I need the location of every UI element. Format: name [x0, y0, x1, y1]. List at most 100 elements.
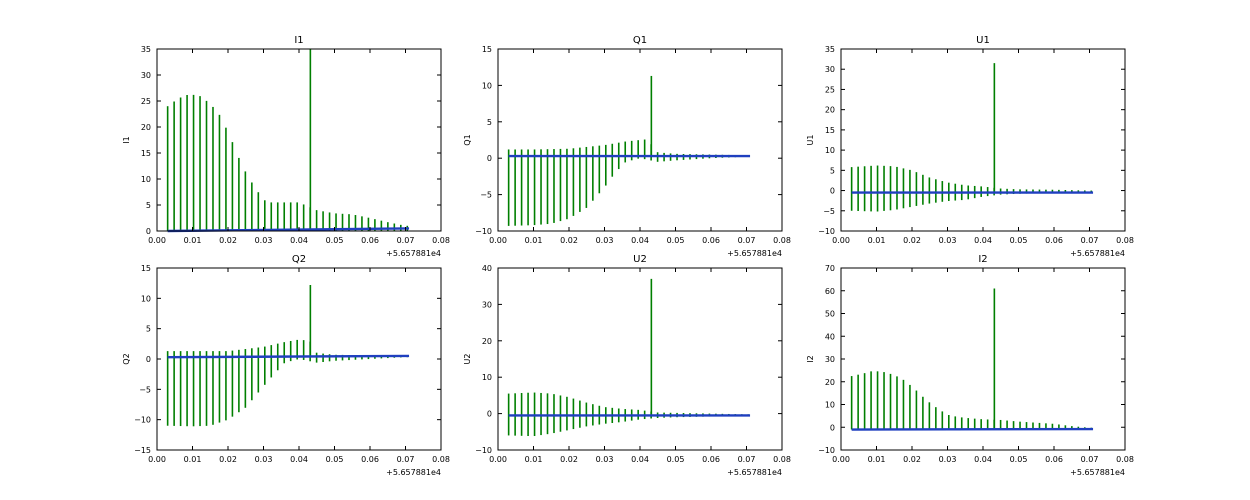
x-tick-label: 0.07	[1081, 236, 1099, 245]
x-tick-label: 0.01	[184, 455, 202, 464]
y-tick-label: 40	[825, 332, 835, 341]
x-tick-label: 0.02	[219, 236, 237, 245]
y-tick-label: 70	[825, 264, 835, 273]
subplot-i1: 0.00 0.01 0.02 0.03 0.04 0.05 0.06 0.07 0.08 0 5 10…	[122, 35, 450, 258]
y-tick-label: 20	[141, 123, 151, 132]
y-tick-label: −10	[818, 227, 835, 236]
y-tick-label: 30	[825, 65, 835, 74]
data-series-spikes	[166, 94, 409, 231]
x-tick-label: 0.06	[1045, 455, 1063, 464]
x-tick-label: 0.08	[773, 236, 791, 245]
x-tick-label: 0.02	[560, 455, 578, 464]
y-tick-label: −10	[134, 416, 151, 425]
data-series-baseline	[167, 354, 410, 359]
x-tick-label: 0.07	[1081, 455, 1099, 464]
subplot-u2: 0.00 0.01 0.02 0.03 0.04 0.05 0.06 0.07 0.08 −10 0…	[463, 254, 791, 477]
y-tick-label: 25	[141, 97, 151, 106]
x-offset-label: +5.657881e4	[1070, 249, 1125, 258]
y-tick-label: −5	[480, 191, 492, 200]
y-tick-label: 0	[146, 355, 151, 364]
x-tick-label: 0.04	[974, 455, 992, 464]
x-offset-label: +5.657881e4	[727, 249, 782, 258]
x-tick-label: 0.00	[489, 455, 507, 464]
x-tick-label: 0.01	[525, 236, 543, 245]
x-tick-label: 0.02	[903, 236, 921, 245]
subplot-title: Q2	[292, 254, 306, 265]
y-tick-label: 0	[830, 187, 835, 196]
y-tick-label: 35	[825, 45, 835, 54]
x-tick-label: 0.04	[631, 236, 649, 245]
x-tick-label: 0.08	[432, 236, 450, 245]
x-tick-label: 0.05	[326, 455, 344, 464]
x-offset-label: +5.657881e4	[386, 249, 441, 258]
x-tick-label: 0.02	[903, 455, 921, 464]
x-tick-label: 0.06	[702, 455, 720, 464]
x-tick-label: 0.06	[702, 236, 720, 245]
x-tick-label: 0.05	[326, 236, 344, 245]
y-tick-label: 15	[825, 126, 835, 135]
y-tick-label: 15	[141, 264, 151, 273]
y-tick-label: 10	[141, 294, 151, 303]
x-tick-label: 0.00	[832, 455, 850, 464]
x-tick-label: 0.04	[290, 236, 308, 245]
x-offset-label: +5.657881e4	[386, 468, 441, 477]
y-tick-label: 30	[141, 71, 151, 80]
x-tick-label: 0.07	[738, 236, 756, 245]
y-tick-label: 30	[825, 355, 835, 364]
x-tick-label: 0.03	[255, 236, 273, 245]
y-tick-label: 15	[482, 45, 492, 54]
x-tick-label: 0.00	[148, 455, 166, 464]
x-tick-label: 0.07	[738, 455, 756, 464]
subplot-title: I2	[978, 254, 987, 265]
data-series-spikes	[850, 165, 1093, 212]
y-tick-label: 0	[146, 227, 151, 236]
y-tick-label: 10	[482, 373, 492, 382]
data-series-spikes	[166, 339, 409, 427]
x-tick-label: 0.07	[397, 236, 415, 245]
x-tick-label: 0.08	[432, 455, 450, 464]
x-tick-label: 0.08	[1116, 455, 1134, 464]
x-tick-label: 0.08	[1116, 236, 1134, 245]
x-tick-label: 0.05	[1010, 455, 1028, 464]
y-tick-label: 10	[825, 146, 835, 155]
x-tick-label: 0.06	[1045, 236, 1063, 245]
y-tick-label: 5	[830, 166, 835, 175]
x-tick-label: 0.03	[596, 236, 614, 245]
x-tick-label: 0.03	[255, 455, 273, 464]
y-tick-label: 35	[141, 45, 151, 54]
x-tick-label: 0.01	[868, 455, 886, 464]
x-tick-label: 0.03	[939, 236, 957, 245]
y-tick-label: −5	[823, 207, 835, 216]
y-axis-label: I2	[806, 355, 815, 362]
subplot-title: Q1	[633, 35, 647, 46]
x-tick-label: 0.00	[148, 236, 166, 245]
y-tick-label: 60	[825, 287, 835, 296]
y-axis-label: Q2	[122, 353, 131, 364]
x-tick-label: 0.04	[290, 455, 308, 464]
y-tick-label: −5	[139, 385, 151, 394]
y-tick-label: 30	[482, 300, 492, 309]
y-tick-label: 5	[146, 325, 151, 334]
x-tick-label: 0.03	[939, 455, 957, 464]
data-series-spikes	[507, 139, 750, 226]
x-tick-label: 0.01	[868, 236, 886, 245]
x-tick-label: 0.00	[832, 236, 850, 245]
data-series-spikes	[850, 371, 1093, 430]
x-offset-label: +5.657881e4	[727, 468, 782, 477]
y-tick-label: −15	[134, 446, 151, 455]
x-tick-label: 0.05	[667, 236, 685, 245]
x-tick-label: 0.08	[773, 455, 791, 464]
x-tick-label: 0.06	[361, 236, 379, 245]
y-axis-label: U2	[463, 354, 472, 365]
subplot-title: U1	[976, 35, 990, 46]
x-tick-label: 0.06	[361, 455, 379, 464]
x-tick-label: 0.02	[219, 455, 237, 464]
subplot-q2: 0.00 0.01 0.02 0.03 0.04 0.05 0.06 0.07 0.08 −15 −…	[122, 254, 450, 477]
y-tick-label: 0	[830, 423, 835, 432]
y-tick-label: 10	[825, 401, 835, 410]
x-tick-label: 0.07	[397, 455, 415, 464]
y-tick-label: 15	[141, 149, 151, 158]
y-tick-label: 20	[825, 378, 835, 387]
y-tick-label: −10	[818, 446, 835, 455]
